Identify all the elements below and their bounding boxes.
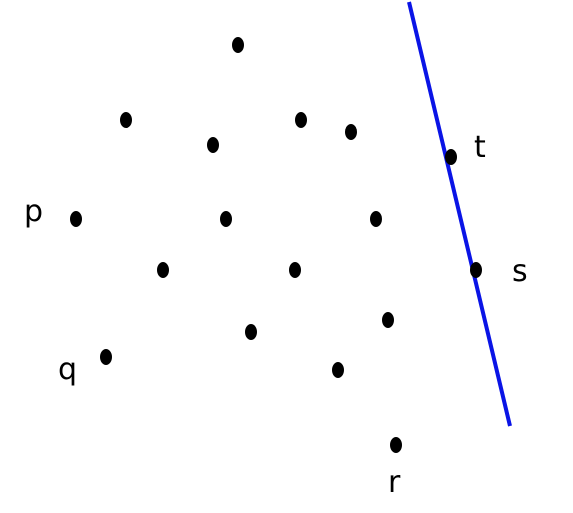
point [220, 211, 232, 227]
point [382, 312, 394, 328]
point [332, 362, 344, 378]
point-t [445, 149, 457, 165]
point-s [470, 262, 482, 278]
label-p: p [24, 194, 43, 229]
label-q: q [58, 352, 77, 387]
label-s: s [512, 254, 528, 289]
point [207, 137, 219, 153]
point-q [100, 349, 112, 365]
point [289, 262, 301, 278]
point-p [70, 211, 82, 227]
point [370, 211, 382, 227]
blue-line [407, 1, 512, 427]
point-r [390, 437, 402, 453]
point [120, 112, 132, 128]
label-t: t [474, 130, 486, 165]
label-r: r [388, 465, 401, 500]
point [345, 124, 357, 140]
point [232, 37, 244, 53]
point [295, 112, 307, 128]
point [245, 324, 257, 340]
points [70, 37, 482, 453]
point [157, 262, 169, 278]
